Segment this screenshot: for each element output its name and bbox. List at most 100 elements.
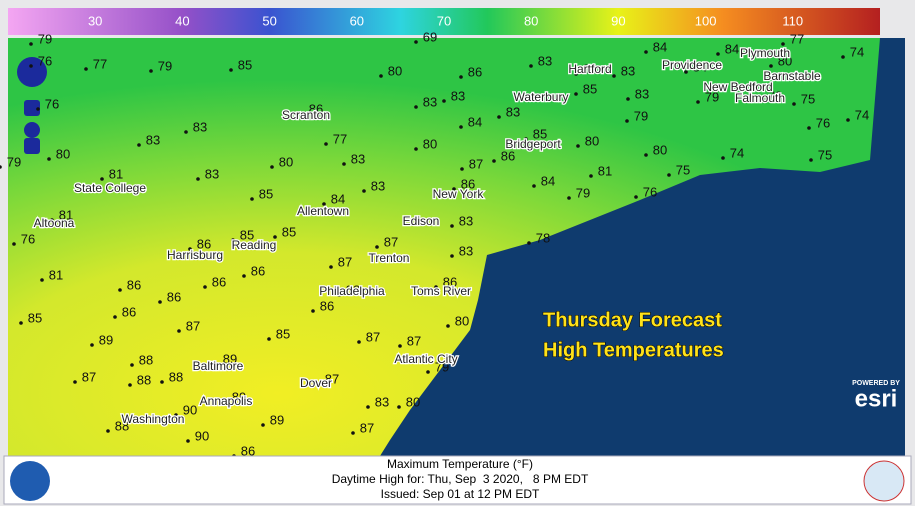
- overlay-line1: Thursday Forecast: [543, 309, 722, 331]
- station-dot: [841, 55, 845, 59]
- station-dot: [188, 247, 192, 251]
- esri-powered: POWERED BY: [852, 380, 900, 387]
- station-temp: 90: [183, 402, 197, 417]
- station-temp: 74: [850, 44, 864, 59]
- station-dot: [73, 380, 77, 384]
- station-dot: [357, 340, 361, 344]
- pan-control[interactable]: [17, 57, 47, 87]
- overlay-line2: High Temperatures: [543, 339, 724, 361]
- station-temp: 78: [768, 88, 782, 103]
- station-dot: [137, 143, 141, 147]
- station-dot: [250, 197, 254, 201]
- station-dot: [459, 75, 463, 79]
- station-dot: [434, 285, 438, 289]
- station-temp: 83: [351, 151, 365, 166]
- legend-tick-label: 40: [175, 13, 189, 28]
- station-dot: [50, 218, 54, 222]
- station-temp: 87: [469, 156, 483, 171]
- station-temp: 86: [212, 274, 226, 289]
- station-dot: [242, 274, 246, 278]
- legend-tick-label: 70: [437, 13, 451, 28]
- station-dot: [29, 64, 33, 68]
- station-temp: 88: [169, 369, 183, 384]
- footer-valid: Daytime High for: Thu, Sep 3 2020, 8 PM …: [332, 472, 589, 486]
- station-temp: 75: [676, 162, 690, 177]
- station-dot: [532, 184, 536, 188]
- station-dot: [397, 405, 401, 409]
- station-temp: 80: [406, 394, 420, 409]
- station-temp: 88: [346, 282, 360, 297]
- legend-tick-label: 30: [88, 13, 102, 28]
- station-dot: [174, 413, 178, 417]
- station-dot: [149, 69, 153, 73]
- city-label: Toms River: [411, 284, 471, 298]
- station-dot: [807, 126, 811, 130]
- station-temp: 86: [127, 277, 141, 292]
- legend-tick-label: 90: [611, 13, 625, 28]
- station-temp: 69: [423, 29, 437, 44]
- station-temp: 79: [634, 108, 648, 123]
- station-temp: 79: [576, 185, 590, 200]
- station-temp: 87: [384, 234, 398, 249]
- station-dot: [792, 102, 796, 106]
- station-dot: [186, 439, 190, 443]
- station-temp: 77: [790, 31, 804, 46]
- station-temp: 90: [195, 428, 209, 443]
- station-dot: [100, 177, 104, 181]
- station-dot: [273, 235, 277, 239]
- station-temp: 83: [423, 94, 437, 109]
- station-dot: [130, 363, 134, 367]
- station-temp: 75: [801, 91, 815, 106]
- station-dot: [626, 97, 630, 101]
- station-temp: 85: [583, 81, 597, 96]
- station-dot: [113, 315, 117, 319]
- globe-button[interactable]: [24, 122, 40, 138]
- station-dot: [414, 40, 418, 44]
- city-label: Scranton: [282, 108, 330, 122]
- station-dot: [203, 285, 207, 289]
- station-dot: [625, 119, 629, 123]
- station-temp: 81: [59, 207, 73, 222]
- station-dot: [398, 344, 402, 348]
- station-dot: [0, 165, 2, 169]
- station-temp: 87: [366, 329, 380, 344]
- station-dot: [311, 309, 315, 313]
- station-temp: 76: [643, 184, 657, 199]
- station-dot: [19, 321, 23, 325]
- map-controls[interactable]: [17, 57, 47, 154]
- noaa-logo: [10, 461, 50, 501]
- station-temp: 80: [653, 142, 667, 157]
- station-dot: [40, 278, 44, 282]
- station-temp: 83: [193, 119, 207, 134]
- station-dot: [846, 118, 850, 122]
- city-label: Annapolis: [200, 394, 253, 408]
- station-temp: 79: [158, 58, 172, 73]
- city-label: Dover: [300, 376, 332, 390]
- station-temp: 85: [28, 310, 42, 325]
- zoom-in[interactable]: [24, 100, 40, 116]
- station-dot: [214, 362, 218, 366]
- station-dot: [721, 156, 725, 160]
- city-label: Allentown: [297, 204, 349, 218]
- station-temp: 87: [82, 369, 96, 384]
- station-dot: [351, 431, 355, 435]
- city-label: Reading: [232, 238, 277, 252]
- station-dot: [316, 382, 320, 386]
- city-label: Edison: [403, 214, 440, 228]
- zoom-out[interactable]: [24, 138, 40, 154]
- station-temp: 74: [855, 107, 869, 122]
- station-temp: 87: [407, 333, 421, 348]
- station-temp: 87: [338, 254, 352, 269]
- station-dot: [379, 74, 383, 78]
- station-dot: [106, 429, 110, 433]
- station-dot: [567, 196, 571, 200]
- station-temp: 84: [468, 114, 482, 129]
- station-temp: 79: [705, 89, 719, 104]
- station-temp: 84: [653, 39, 667, 54]
- station-temp: 84: [331, 191, 345, 206]
- city-label: Trenton: [369, 251, 410, 265]
- station-temp: 83: [146, 132, 160, 147]
- station-dot: [223, 400, 227, 404]
- station-temp: 89: [223, 351, 237, 366]
- nws-logo: [863, 460, 905, 502]
